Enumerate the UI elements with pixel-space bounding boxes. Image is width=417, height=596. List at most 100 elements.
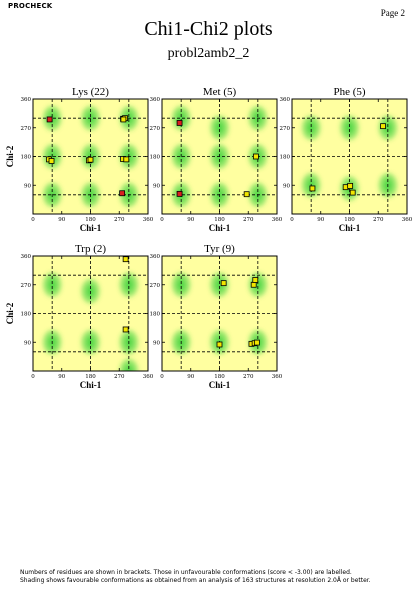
data-point bbox=[243, 191, 250, 198]
y-tick-label: 180 bbox=[280, 155, 291, 161]
chart-panel-4: 0 90 180 270 360 90 180 270 360 Tyr (9) Chi-1 bbox=[150, 243, 283, 390]
y-tick-label: 90 bbox=[24, 340, 31, 346]
x-axis-label: Chi-1 bbox=[209, 223, 231, 233]
x-tick-label: 90 bbox=[187, 217, 194, 223]
data-point bbox=[122, 256, 129, 263]
data-points bbox=[309, 123, 386, 196]
x-tick-label: 270 bbox=[243, 374, 254, 380]
y-tick-label: 270 bbox=[280, 126, 291, 132]
data-point bbox=[220, 280, 227, 287]
page-number: Page 2 bbox=[380, 8, 405, 18]
data-points bbox=[46, 115, 130, 197]
data-point bbox=[48, 158, 55, 164]
favourable-core bbox=[307, 121, 316, 134]
data-point bbox=[253, 339, 260, 346]
panel-title: Phe (5) bbox=[333, 86, 365, 98]
x-tick-label: 0 bbox=[31, 374, 35, 380]
data-point-unfavourable bbox=[46, 116, 53, 123]
x-tick-label: 0 bbox=[31, 217, 35, 223]
x-tick-label: 180 bbox=[214, 217, 225, 223]
y-tick-label: 90 bbox=[24, 183, 31, 189]
data-point bbox=[253, 153, 259, 160]
y-tick-label: 180 bbox=[21, 312, 32, 318]
x-tick-label: 90 bbox=[187, 374, 194, 380]
y-axis-label: Chi-2 bbox=[5, 145, 15, 167]
y-tick-label: 360 bbox=[21, 254, 32, 260]
data-point bbox=[87, 156, 94, 163]
data-point bbox=[349, 189, 356, 196]
y-tick-label: 270 bbox=[150, 283, 161, 289]
y-tick-label: 180 bbox=[21, 155, 32, 161]
x-axis-label: Chi-1 bbox=[80, 223, 102, 233]
x-tick-label: 90 bbox=[317, 217, 324, 223]
y-tick-label: 270 bbox=[21, 283, 32, 289]
data-point bbox=[250, 281, 257, 288]
x-tick-label: 90 bbox=[58, 374, 65, 380]
data-point-unfavourable bbox=[176, 120, 183, 126]
favourable-core bbox=[124, 278, 133, 291]
page-subtitle: probl2amb2_2 bbox=[167, 46, 250, 61]
x-axis-label: Chi-1 bbox=[209, 380, 231, 390]
x-tick-label: 270 bbox=[114, 217, 125, 223]
x-tick-label: 360 bbox=[143, 217, 154, 223]
data-points bbox=[176, 120, 259, 198]
x-tick-label: 180 bbox=[214, 374, 225, 380]
y-tick-label: 360 bbox=[150, 254, 161, 260]
x-tick-label: 0 bbox=[160, 374, 164, 380]
x-tick-label: 180 bbox=[85, 217, 96, 223]
data-point bbox=[309, 185, 316, 192]
data-point bbox=[122, 326, 129, 333]
chart-panel-1: 0 90 180 270 360 90 180 270 360 Met (5) Chi-1 bbox=[150, 86, 283, 233]
x-tick-label: 0 bbox=[160, 217, 164, 223]
x-tick-label: 360 bbox=[272, 217, 283, 223]
panel-title: Met (5) bbox=[203, 86, 237, 98]
y-tick-label: 360 bbox=[150, 97, 161, 103]
x-tick-label: 270 bbox=[373, 217, 384, 223]
x-tick-label: 360 bbox=[402, 217, 413, 223]
x-tick-label: 180 bbox=[85, 374, 96, 380]
y-axis-label: Chi-2 bbox=[5, 302, 15, 324]
y-tick-label: 360 bbox=[280, 97, 291, 103]
chart-panel-3: 0 90 180 270 360 90 180 270 360 Trp (2) Chi-1 Chi-2 bbox=[5, 243, 154, 390]
y-tick-label: 90 bbox=[153, 183, 160, 189]
x-tick-label: 270 bbox=[243, 217, 254, 223]
x-tick-label: 360 bbox=[272, 374, 283, 380]
y-tick-label: 180 bbox=[150, 155, 161, 161]
chart-panel-0: 0 90 180 270 360 90 180 270 360 Lys (22) Chi-1 Chi-… bbox=[5, 86, 154, 233]
x-axis-label: Chi-1 bbox=[80, 380, 102, 390]
y-tick-label: 90 bbox=[153, 340, 160, 346]
x-tick-label: 90 bbox=[58, 217, 65, 223]
data-point bbox=[216, 341, 223, 348]
x-tick-label: 270 bbox=[114, 374, 125, 380]
x-tick-label: 0 bbox=[290, 217, 294, 223]
data-points bbox=[216, 277, 260, 348]
x-axis-label: Chi-1 bbox=[339, 223, 361, 233]
data-point-unfavourable bbox=[119, 190, 126, 197]
footer-line-2: Shading shows favourable conformations a… bbox=[20, 577, 371, 584]
footer-notes: Numbers of residues are shown in bracket… bbox=[20, 569, 410, 585]
y-tick-label: 180 bbox=[150, 312, 161, 318]
y-tick-label: 270 bbox=[21, 126, 32, 132]
favourable-core bbox=[177, 278, 186, 291]
chart-panel-2: 0 90 180 270 360 90 180 270 360 Phe (5) Chi-1 bbox=[280, 86, 413, 233]
favourable-core bbox=[48, 278, 57, 291]
chi1-chi2-plots: 0 90 180 270 360 90 180 270 360 Lys (22) Chi-1 Chi-… bbox=[5, 86, 413, 390]
favourable-core bbox=[215, 121, 224, 134]
x-tick-label: 360 bbox=[143, 374, 154, 380]
y-tick-label: 360 bbox=[21, 97, 32, 103]
x-tick-label: 180 bbox=[344, 217, 355, 223]
panel-title: Tyr (9) bbox=[204, 243, 235, 255]
panel-title: Lys (22) bbox=[72, 86, 109, 98]
data-point bbox=[380, 123, 386, 130]
panel-title: Trp (2) bbox=[75, 243, 106, 255]
y-tick-label: 270 bbox=[150, 126, 161, 132]
data-point bbox=[252, 277, 259, 283]
data-point bbox=[120, 116, 127, 123]
program-name: PROCHECK bbox=[8, 2, 53, 10]
data-point-unfavourable bbox=[176, 190, 183, 197]
data-point bbox=[123, 156, 130, 163]
favourable-core bbox=[345, 121, 354, 134]
footer-line-1: Numbers of residues are shown in bracket… bbox=[20, 569, 352, 576]
data-points bbox=[122, 256, 129, 333]
page-title: Chi1-Chi2 plots bbox=[144, 18, 273, 40]
